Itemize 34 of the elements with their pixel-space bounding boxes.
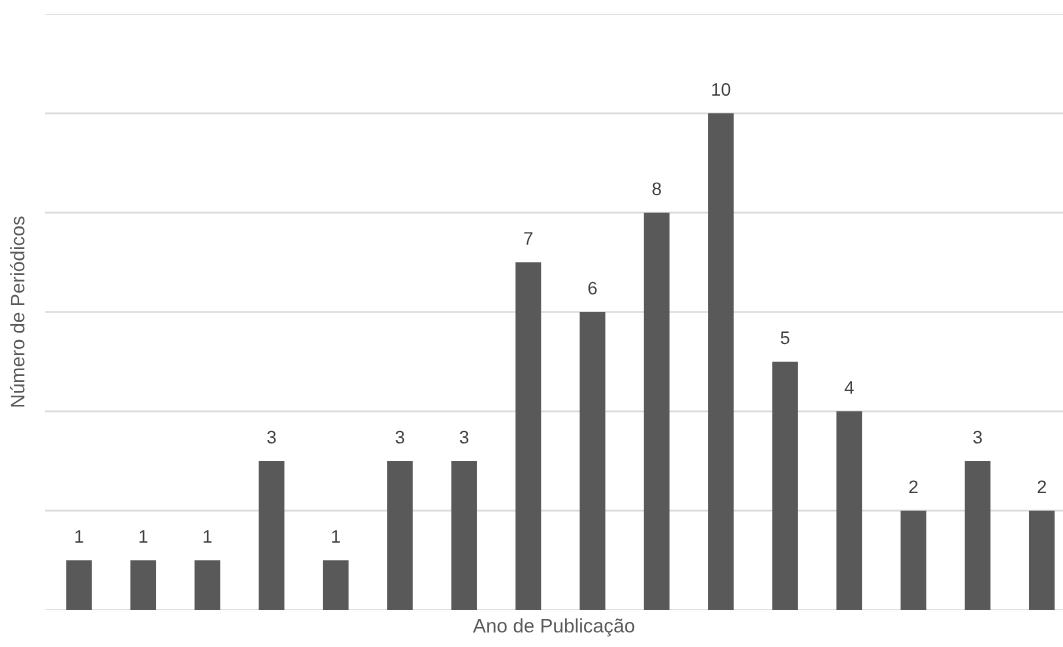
bar [194, 560, 221, 610]
data-label: 2 [1037, 480, 1046, 494]
data-label: 1 [332, 530, 340, 543]
bar [451, 461, 477, 610]
bar [964, 461, 991, 610]
bar [1028, 510, 1055, 610]
x-axis-title: Ano de Publicação [472, 618, 635, 637]
data-label: 7 [524, 232, 533, 245]
bar [643, 212, 670, 610]
bar [515, 262, 542, 610]
data-label: 5 [780, 331, 790, 345]
bar [579, 312, 606, 610]
data-label: 4 [844, 381, 854, 394]
data-label: 3 [395, 430, 405, 444]
bar [258, 461, 285, 610]
data-label: 8 [652, 182, 661, 196]
data-label: 3 [973, 430, 982, 444]
bar [900, 510, 927, 610]
data-label: 6 [588, 281, 597, 295]
bar [387, 461, 413, 610]
data-label: 1 [139, 530, 148, 543]
bar [66, 560, 92, 610]
data-label: 3 [267, 430, 276, 444]
data-label: 3 [459, 430, 469, 444]
bar [836, 411, 863, 610]
data-label: 2 [909, 480, 918, 494]
data-label: 1 [203, 530, 212, 543]
y-axis-title: Número de Periódicos [9, 216, 25, 407]
bar [708, 113, 734, 610]
bar [772, 361, 798, 610]
bar [322, 560, 349, 610]
data-label: 10 [712, 83, 731, 96]
data-label: 1 [75, 530, 84, 543]
bar [130, 560, 157, 610]
